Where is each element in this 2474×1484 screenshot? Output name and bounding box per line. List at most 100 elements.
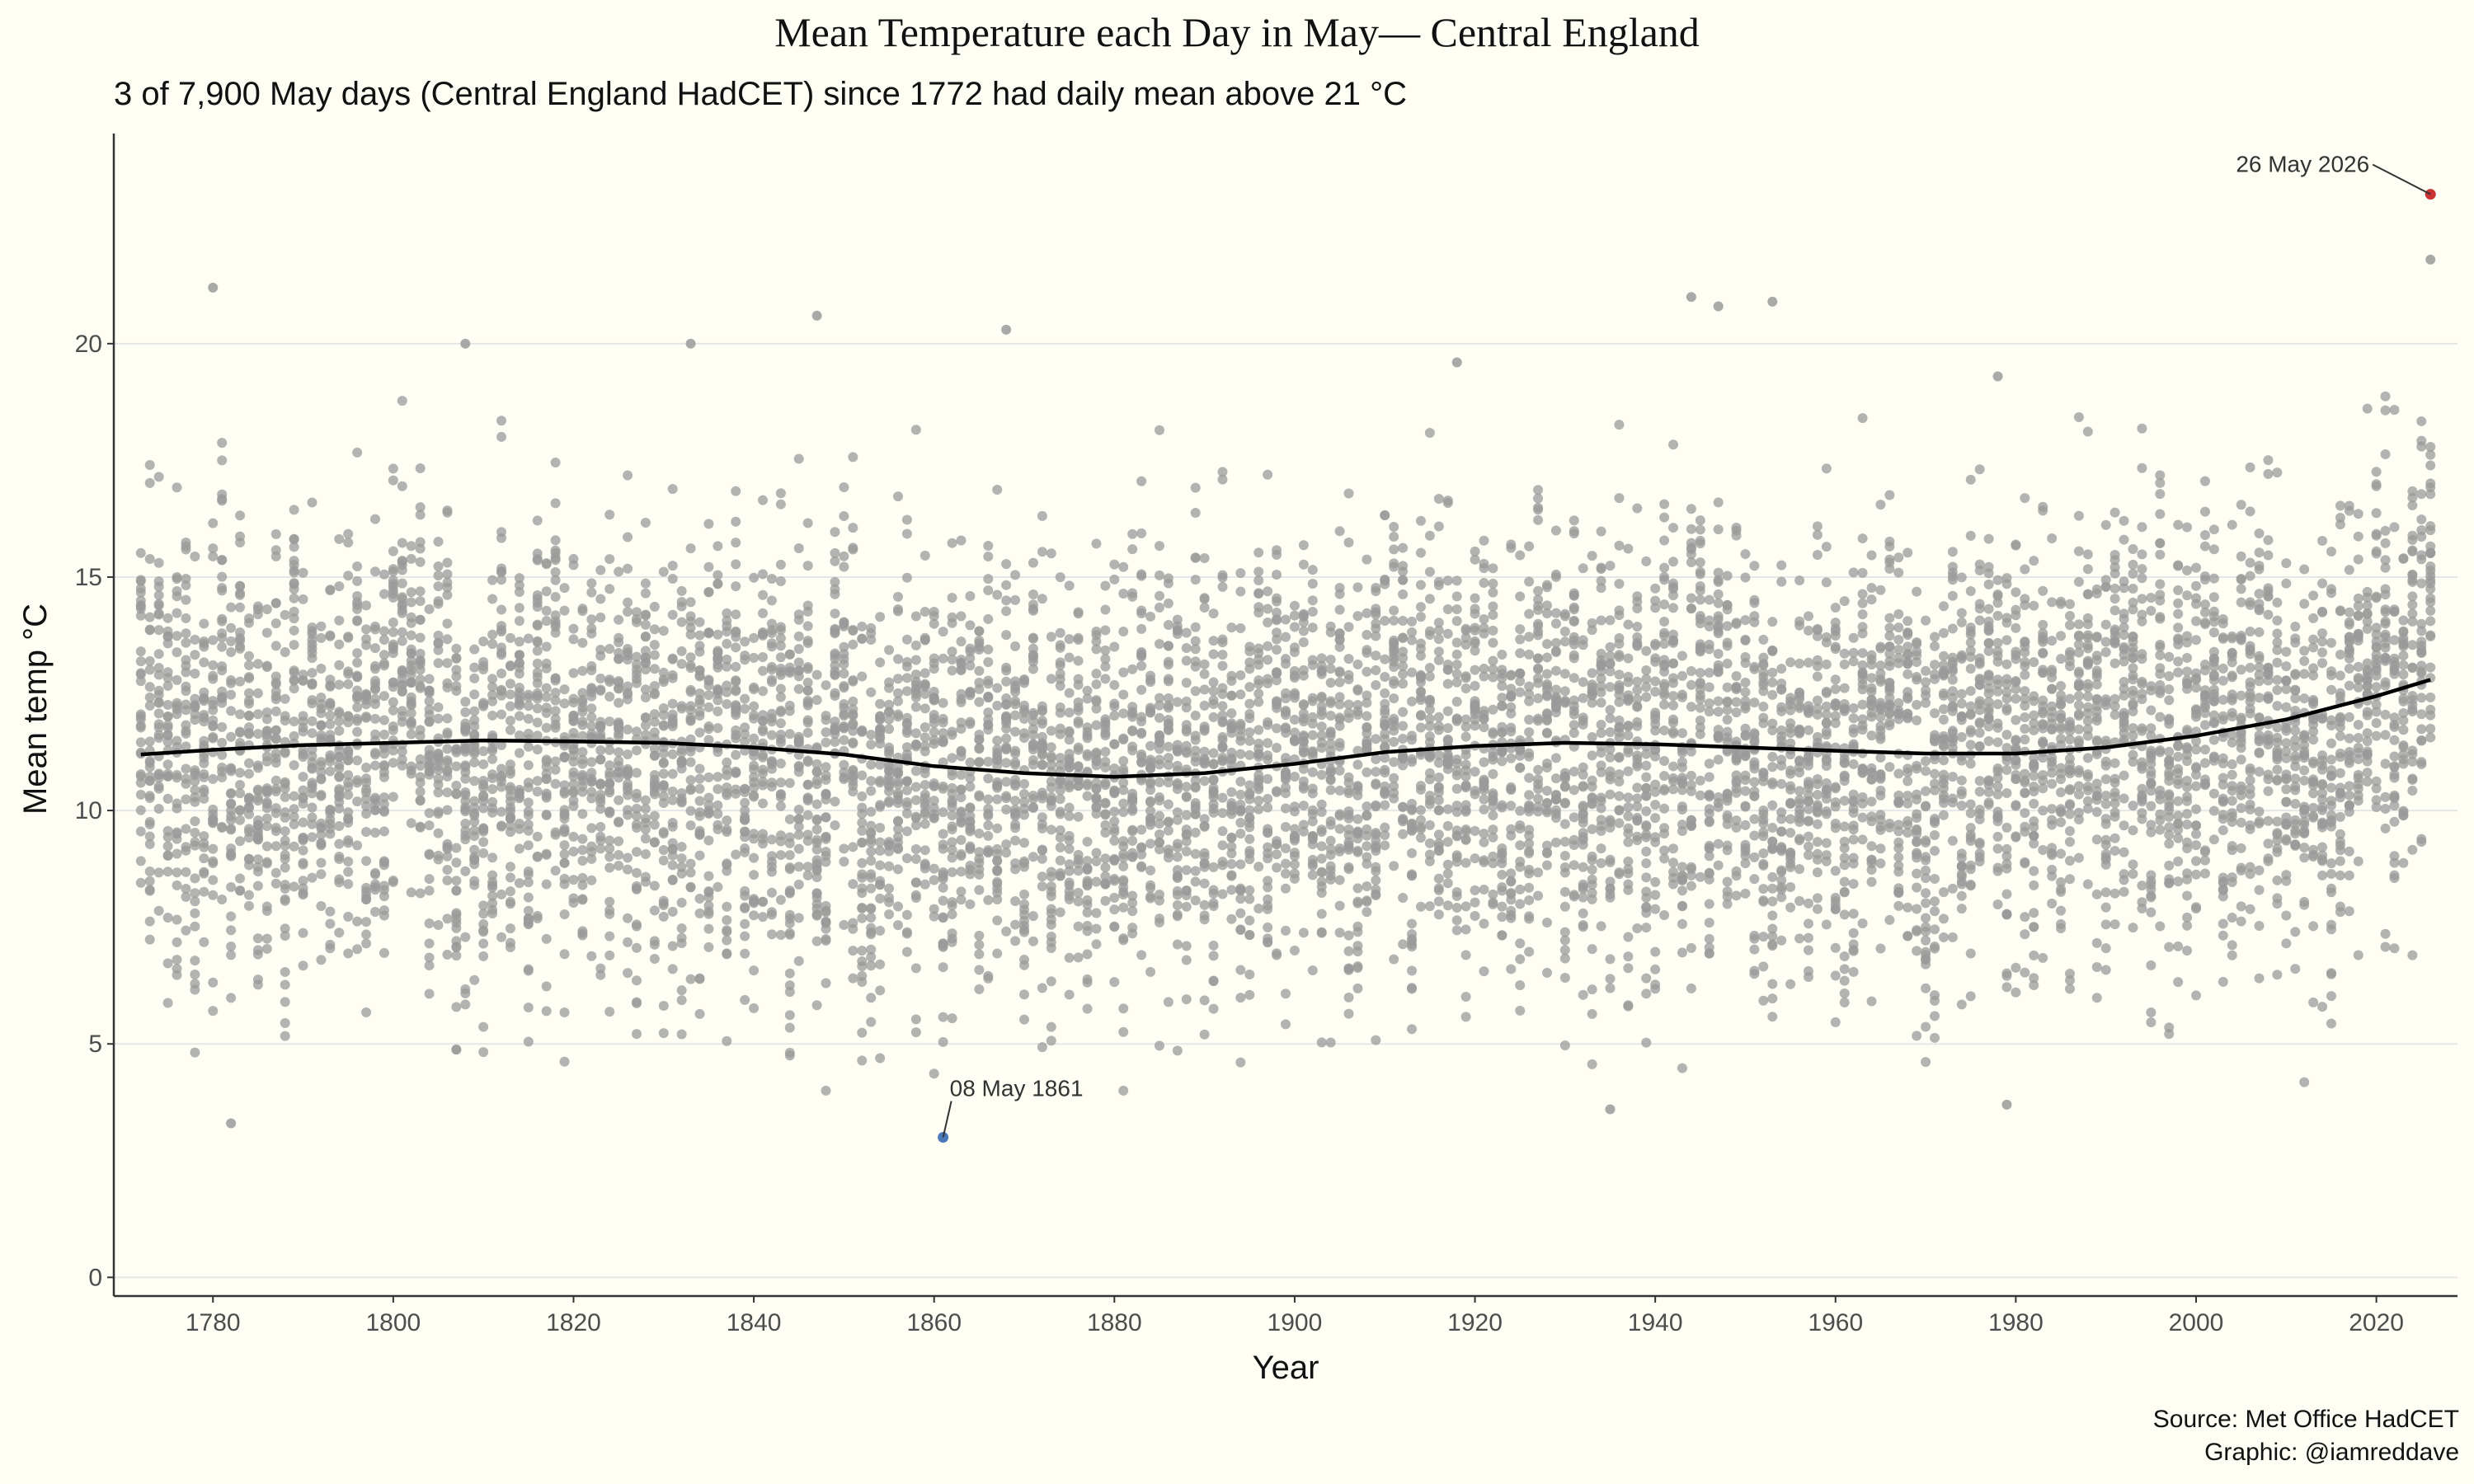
data-point [1208,698,1219,709]
data-point [153,581,164,592]
data-point [307,812,317,823]
data-point [974,636,985,646]
data-point [334,838,345,849]
data-point [667,906,678,917]
data-point [235,588,246,599]
data-point [280,966,290,977]
data-point [992,887,1003,898]
data-point [505,886,515,897]
data-point [1352,927,1363,937]
data-point [1091,669,1102,679]
data-point [1055,627,1065,638]
data-point [811,844,822,855]
data-point [713,662,723,673]
data-point [369,713,380,724]
data-point [1091,720,1102,730]
data-point [640,720,651,730]
data-point [1235,817,1246,828]
data-point [1352,896,1363,907]
data-point [307,497,317,508]
data-point [1515,668,1526,679]
data-point [1082,685,1093,696]
data-point [1073,608,1084,619]
data-point [1091,630,1102,641]
data-point [1407,1024,1418,1035]
data-point [667,653,678,664]
data-point [758,777,769,787]
data-point [766,674,777,685]
data-point [289,606,299,617]
data-point [153,599,164,609]
data-point [208,715,219,726]
data-point [1253,749,1264,759]
data-point [910,1027,921,1038]
data-point [722,757,732,768]
data-point [1154,541,1164,552]
data-point [875,698,886,709]
data-point [1497,912,1507,923]
data-point [910,877,921,888]
data-point [226,766,237,777]
data-point [1199,726,1210,736]
data-point [307,819,317,829]
data-point [604,950,615,960]
data-point [523,782,534,792]
data-point [316,632,327,643]
data-point [199,657,209,668]
data-point [505,942,515,952]
data-point [1235,718,1246,729]
data-point [514,669,524,679]
data-point [920,845,930,856]
data-point [1109,559,1120,570]
data-point [1343,824,1354,834]
data-point [694,908,705,918]
data-point [667,787,678,797]
data-point [623,913,633,923]
data-point [523,701,534,711]
data-point [974,626,985,636]
data-point [658,677,669,688]
data-point [1415,805,1426,815]
data-point [181,842,191,852]
data-point [442,727,453,738]
data-point [1442,723,1453,734]
data-point [848,923,858,934]
data-point [1217,634,1228,645]
data-point [307,635,317,646]
data-point [1281,822,1291,833]
data-point [1055,657,1065,668]
data-point [1442,706,1453,716]
data-point [514,658,524,669]
data-point [1046,632,1056,642]
data-point [1190,644,1201,655]
data-point [541,848,552,859]
data-point [1226,841,1237,852]
data-point [1272,723,1282,734]
data-point [1343,699,1354,710]
data-point [514,650,524,660]
data-point [1451,575,1462,586]
data-point [920,746,930,757]
data-point [1424,663,1435,674]
data-point [487,890,498,901]
data-point [821,774,831,785]
data-point [1497,885,1507,896]
data-point [685,783,696,794]
data-point [1451,925,1462,936]
data-point [1380,510,1390,520]
data-point [226,647,237,658]
data-point [532,730,543,741]
data-point [208,543,219,554]
data-point [1451,649,1462,660]
data-point [910,766,921,777]
data-point [379,715,389,726]
data-point [1217,716,1228,726]
data-point [1272,849,1282,860]
data-point [595,822,606,833]
data-point [649,905,660,916]
data-point [523,1002,534,1012]
data-point [541,756,552,767]
data-point [974,665,985,676]
data-point [153,803,164,814]
data-point [857,671,868,682]
